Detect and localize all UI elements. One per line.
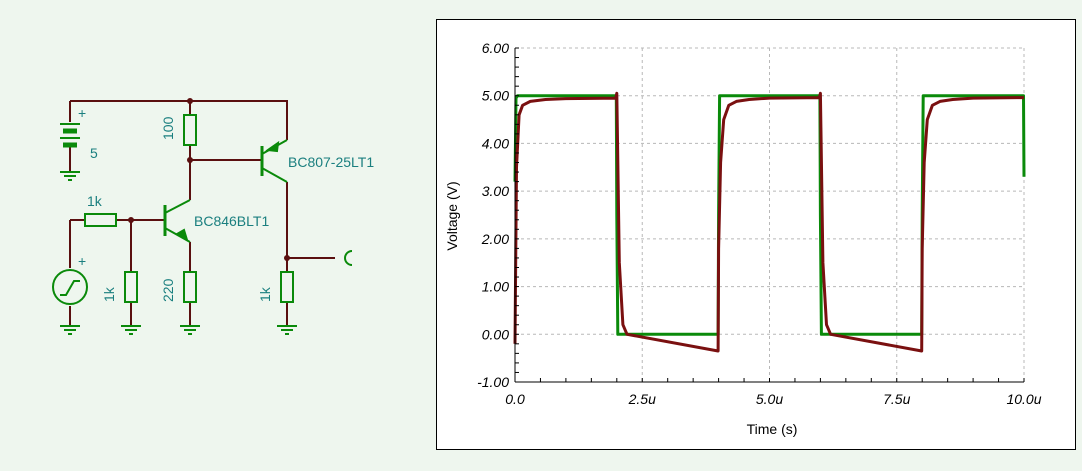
- output-wire: [286, 182, 335, 259]
- r-input-label: 1k: [87, 193, 103, 209]
- battery-plus-sign: +: [78, 105, 86, 121]
- voltage-time-chart: 0.0 2.5u 5.0u 7.5u 10.0u -1.00 0.00 1.00 2.00 3.0…: [444, 40, 1042, 437]
- r-load-resistor: [280, 271, 294, 303]
- junction-dot: [128, 217, 134, 223]
- y-tick-label: -1.00: [477, 374, 509, 390]
- q1-label: BC846BLT1: [194, 213, 269, 229]
- r-base-label: 1k: [101, 286, 117, 302]
- wires: [69, 100, 335, 326]
- axes: [514, 47, 1025, 383]
- series-line-2: [513, 91, 1025, 353]
- r-base-resistor: [124, 271, 138, 303]
- circuit-schematic: + + 5 1k 100 1k 220 1k BC846BLT1 BC807-2…: [52, 98, 374, 335]
- source-plus-sign: +: [78, 253, 86, 269]
- battery-symbol: [60, 123, 80, 148]
- x-tick-label: 0.0: [505, 391, 525, 407]
- tick-labels: 0.0 2.5u 5.0u 7.5u 10.0u -1.00 0.00 1.00 2.00 3.0…: [477, 40, 1042, 407]
- plot-frame: 0.0 2.5u 5.0u 7.5u 10.0u -1.00 0.00 1.00 2.00 3.0…: [436, 19, 1076, 450]
- y-tick-label: 3.00: [482, 183, 509, 199]
- y-tick-label: 1.00: [482, 279, 509, 295]
- x-tick-label: 10.0u: [1006, 391, 1041, 407]
- y-tick-label: 0.00: [482, 326, 509, 342]
- series-line-1: [513, 94, 1026, 336]
- r-collector-label: 100: [160, 116, 176, 140]
- components: [52, 114, 353, 335]
- r-load-label: 1k: [257, 286, 273, 302]
- y-tick-label: 5.00: [482, 88, 509, 104]
- q1-npn-transistor: [163, 199, 191, 243]
- x-axis-title: Time (s): [747, 421, 798, 437]
- x-tick-label: 5.0u: [756, 391, 783, 407]
- pulse-source-symbol: [52, 269, 88, 305]
- q2-pnp-transistor: [260, 139, 288, 183]
- y-axis-title: Voltage (V): [444, 181, 460, 250]
- series-layer: [513, 91, 1026, 353]
- battery-label: 5: [90, 145, 98, 161]
- junction-dot: [187, 98, 193, 104]
- ground-symbols: [60, 171, 297, 335]
- x-tick-label: 2.5u: [628, 391, 656, 407]
- output-connector: [344, 250, 353, 266]
- r-input-resistor: [84, 213, 117, 227]
- junction-dot: [187, 157, 193, 163]
- y-tick-label: 6.00: [482, 40, 509, 56]
- supply-rail-wire: [70, 100, 288, 140]
- x-tick-label: 7.5u: [883, 391, 910, 407]
- y-tick-label: 4.00: [482, 135, 509, 151]
- junctions: [128, 98, 290, 261]
- junction-dot: [284, 255, 290, 261]
- r-collector-resistor: [183, 114, 197, 146]
- r-emitter-label: 220: [160, 278, 176, 302]
- r-emitter-resistor: [183, 271, 197, 303]
- y-tick-label: 2.00: [481, 231, 509, 247]
- q2-label: BC807-25LT1: [288, 154, 374, 170]
